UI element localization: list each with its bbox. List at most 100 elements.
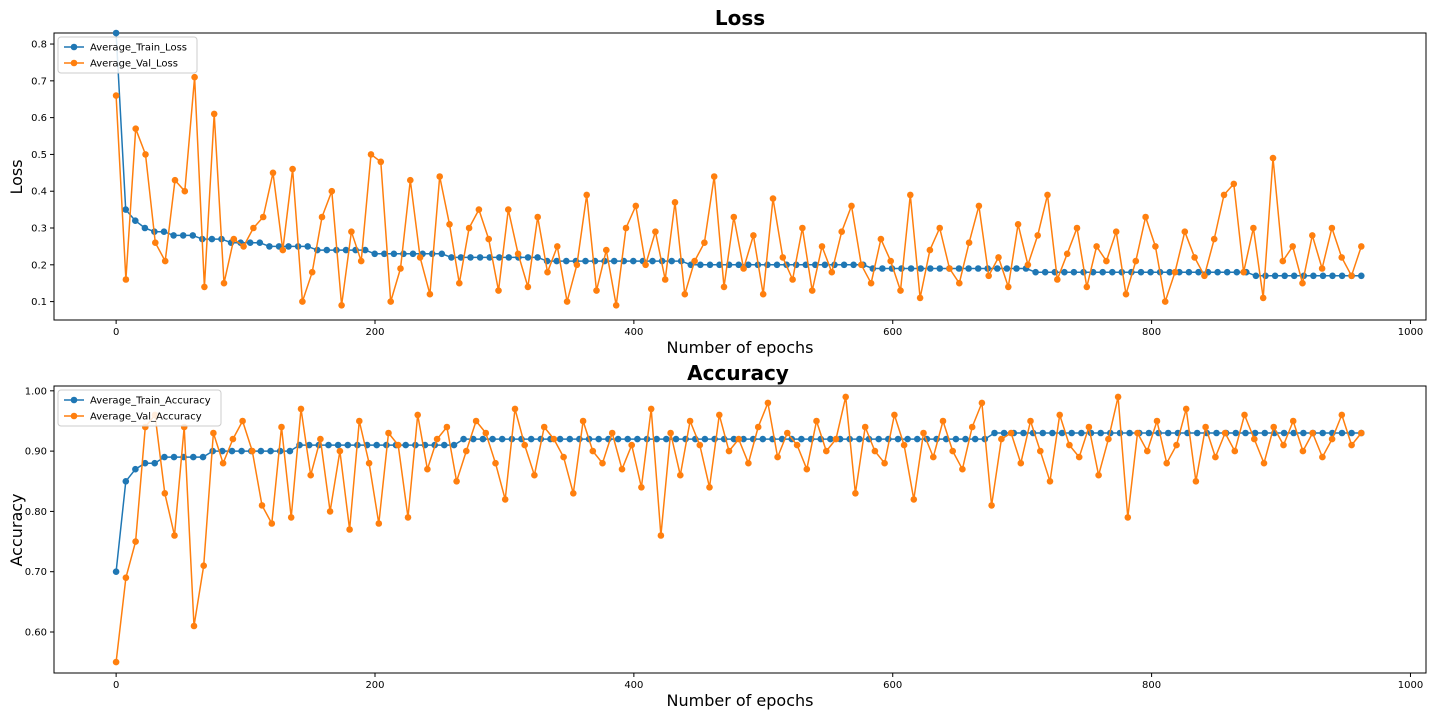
average-train-accuracy-point [566,435,574,443]
average-train-accuracy-point [441,441,448,449]
average-val-accuracy-point [638,484,645,491]
average-train-loss-point [553,257,560,265]
average-train-loss-point [1137,268,1145,276]
average-val-loss-point [446,221,453,228]
average-val-accuracy-point [1163,459,1170,467]
average-val-accuracy-point [385,429,392,437]
average-val-accuracy-point [122,574,130,581]
average-val-loss-point [867,279,875,287]
average-val-accuracy-point [219,459,227,467]
average-train-accuracy-point [701,435,709,443]
average-train-accuracy-point [151,459,158,467]
average-train-loss-point [1358,272,1365,280]
average-val-loss-point [191,73,198,81]
average-val-loss-point [289,165,296,173]
average-val-accuracy-point [852,490,859,497]
loss-y-tick-label: 0.1 [31,297,47,308]
loss-y-tick-label: 0.3 [31,224,47,235]
average-val-accuracy-point [1309,429,1316,437]
average-val-accuracy-point [842,393,849,401]
average-val-accuracy-point [531,471,538,479]
average-val-accuracy-point [998,435,1005,443]
average-val-loss-point [759,290,767,298]
average-val-accuracy-point [268,520,276,527]
average-val-accuracy-point [803,465,811,473]
average-train-loss-point [1329,272,1336,280]
average-val-accuracy-point [1202,423,1209,431]
average-train-accuracy-point [1068,429,1075,437]
average-train-accuracy-point [1126,429,1133,437]
accuracy-x-tick-label: 400 [624,680,643,691]
accuracy-x-tick-label: 0 [113,680,119,691]
average-train-accuracy-point [267,447,274,455]
average-train-accuracy-point [1078,429,1085,437]
average-val-loss-point [612,302,620,309]
average-val-loss-point [426,290,434,298]
average-val-loss-point [1171,268,1179,276]
average-val-loss-legend-marker [70,59,78,67]
average-val-accuracy-point [1124,514,1132,521]
average-val-accuracy-point [1182,405,1190,413]
average-val-loss-point [1044,191,1051,199]
average-train-accuracy-point [1058,429,1066,437]
average-val-accuracy-point [754,423,762,431]
average-train-loss-point [371,250,379,258]
average-val-accuracy-point [823,447,830,455]
average-val-accuracy-point [1134,429,1141,437]
average-train-accuracy-point [914,435,921,443]
average-val-accuracy-point [599,459,606,467]
average-val-accuracy-point [793,441,801,449]
average-val-loss-point [1299,279,1306,287]
average-train-loss-point [1310,272,1317,280]
average-val-loss-point [279,246,287,254]
average-val-accuracy-point [356,417,363,425]
average-val-loss-point [877,235,885,243]
average-val-accuracy-point [1192,478,1200,485]
loss-y-tick-label: 0.6 [31,113,47,124]
average-train-accuracy-point [614,435,622,443]
average-val-loss-point [779,254,787,261]
average-val-accuracy-point [249,447,256,455]
average-train-loss-point [1013,265,1020,272]
average-val-accuracy-point [881,459,888,467]
average-train-loss-point [1003,265,1011,272]
average-val-loss-point [112,92,120,99]
average-train-accuracy-point [1348,429,1355,437]
average-val-loss-point [652,228,659,235]
average-val-loss-point [122,276,130,283]
average-val-accuracy-point [735,435,742,443]
average-val-accuracy-point [424,465,431,473]
average-val-accuracy-point [1173,441,1180,449]
average-val-loss-point [1338,254,1345,261]
average-val-loss-point [1348,272,1355,280]
average-train-accuracy-point [373,441,381,449]
average-val-loss-point [661,276,669,283]
average-val-loss-point [514,250,522,258]
average-val-loss-point [593,287,600,294]
average-train-loss-point [936,265,944,272]
average-val-loss-point [210,110,218,118]
average-val-loss-point [1014,221,1022,228]
average-train-loss-point [304,243,312,250]
average-val-accuracy-point [1280,441,1287,449]
average-train-accuracy-point [286,447,294,455]
average-train-accuracy-point [1290,429,1297,437]
average-train-accuracy-point [257,447,265,455]
average-val-loss-point [563,298,571,305]
average-train-loss-point [994,265,1001,272]
average-val-accuracy-point [628,441,635,449]
average-val-accuracy-point [307,471,315,479]
average-train-accuracy-point [1213,429,1220,437]
loss-y-axis-label: Loss [7,159,26,194]
average-val-loss-point [465,224,473,232]
loss-legend-box [57,36,198,74]
average-val-accuracy-point [871,447,879,455]
average-train-accuracy-point [170,453,178,461]
average-val-loss-point [965,239,973,246]
average-val-accuracy-legend-label: Average_Val_Accuracy [90,412,202,423]
average-val-loss-point [1191,254,1198,261]
average-val-loss-point [671,199,679,206]
average-train-loss-point [927,265,934,272]
average-val-accuracy-point [900,441,908,449]
accuracy-chart: Accuracy 0 200 400 600 800 1000 0.60 0.70 0.80 0.… [7,361,1427,710]
